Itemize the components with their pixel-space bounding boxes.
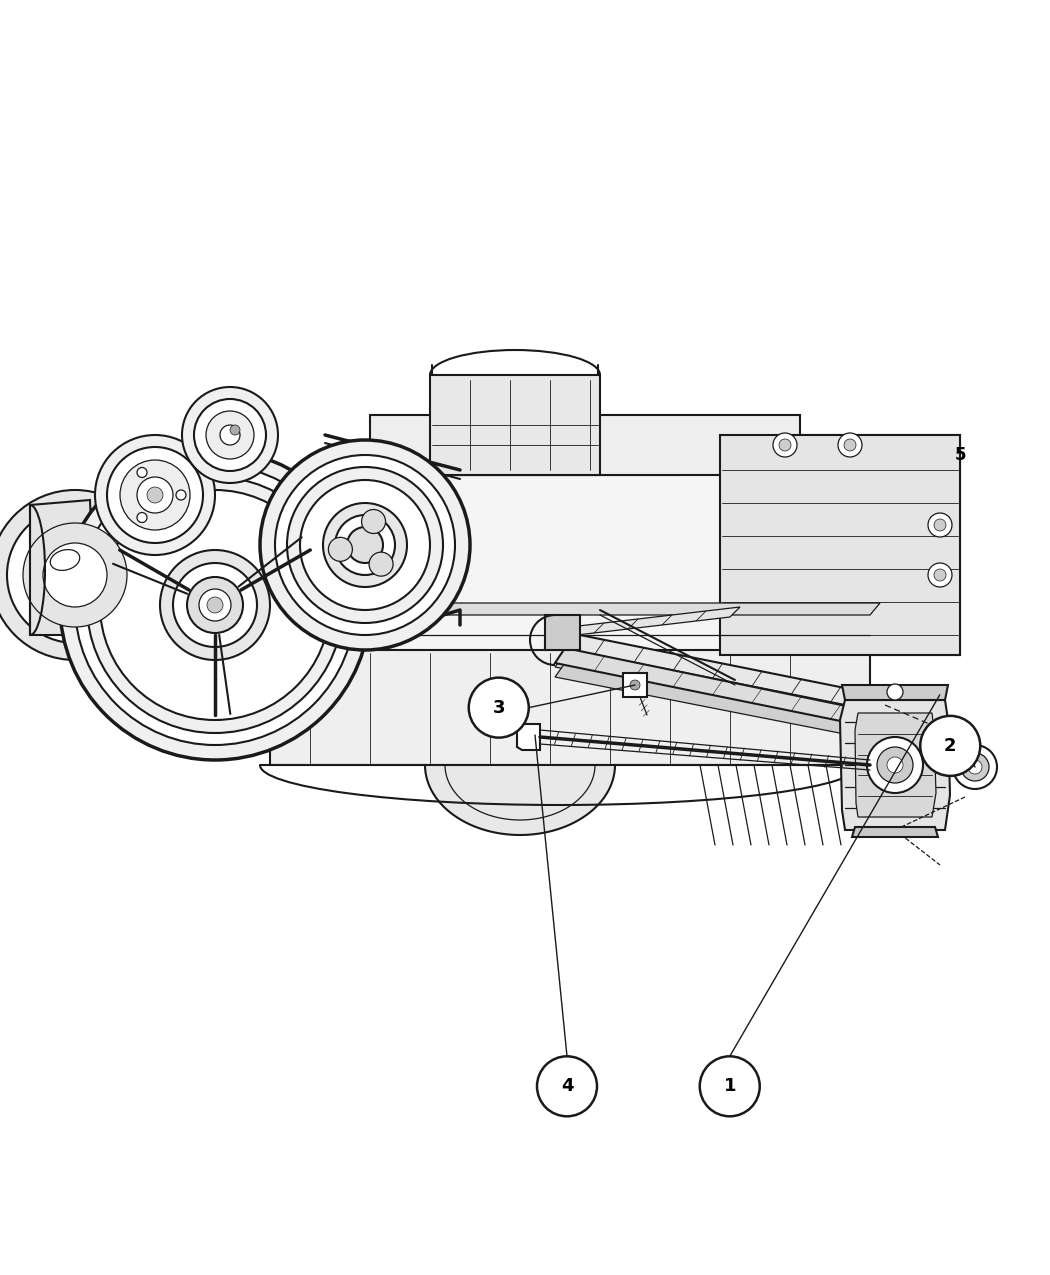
- Circle shape: [206, 411, 254, 459]
- Polygon shape: [555, 648, 880, 727]
- Text: 5: 5: [954, 446, 966, 464]
- Text: 3: 3: [492, 699, 505, 717]
- Circle shape: [60, 450, 370, 760]
- Circle shape: [160, 550, 270, 660]
- Polygon shape: [555, 632, 880, 710]
- Circle shape: [107, 448, 203, 543]
- Polygon shape: [545, 615, 580, 650]
- Circle shape: [699, 1056, 760, 1117]
- Polygon shape: [270, 603, 880, 615]
- Circle shape: [136, 468, 147, 477]
- Circle shape: [136, 513, 147, 523]
- Circle shape: [968, 760, 982, 774]
- Polygon shape: [623, 673, 647, 697]
- Polygon shape: [623, 674, 635, 685]
- Circle shape: [230, 425, 240, 435]
- Polygon shape: [430, 375, 600, 476]
- Polygon shape: [720, 435, 960, 655]
- Circle shape: [961, 754, 989, 782]
- Circle shape: [369, 552, 393, 576]
- Polygon shape: [629, 685, 640, 695]
- Circle shape: [468, 677, 529, 738]
- Circle shape: [934, 519, 946, 530]
- Circle shape: [773, 434, 797, 456]
- Polygon shape: [555, 653, 885, 731]
- Circle shape: [335, 515, 395, 575]
- Polygon shape: [270, 435, 960, 655]
- Circle shape: [200, 589, 231, 621]
- Circle shape: [275, 455, 455, 635]
- Circle shape: [779, 439, 791, 451]
- Polygon shape: [555, 663, 885, 739]
- Circle shape: [934, 569, 946, 581]
- Circle shape: [953, 745, 997, 789]
- Circle shape: [329, 537, 353, 561]
- Polygon shape: [635, 674, 647, 685]
- Circle shape: [844, 439, 856, 451]
- Circle shape: [260, 440, 470, 650]
- Circle shape: [867, 737, 923, 793]
- Polygon shape: [370, 414, 800, 476]
- Circle shape: [136, 477, 173, 513]
- Circle shape: [94, 435, 215, 555]
- Circle shape: [220, 425, 240, 445]
- Circle shape: [838, 434, 862, 456]
- Circle shape: [537, 1056, 597, 1117]
- Circle shape: [147, 487, 163, 504]
- Text: 1: 1: [723, 1077, 736, 1095]
- Circle shape: [173, 564, 257, 646]
- Circle shape: [7, 507, 143, 643]
- Text: 2: 2: [944, 737, 957, 755]
- Circle shape: [928, 513, 952, 537]
- Polygon shape: [30, 500, 94, 635]
- Circle shape: [182, 388, 278, 483]
- Polygon shape: [635, 685, 647, 695]
- Polygon shape: [270, 650, 870, 765]
- Circle shape: [87, 477, 343, 733]
- Circle shape: [207, 597, 223, 613]
- Polygon shape: [852, 827, 938, 836]
- Circle shape: [120, 460, 190, 530]
- Circle shape: [928, 564, 952, 586]
- Circle shape: [877, 747, 914, 783]
- Circle shape: [630, 680, 640, 690]
- Polygon shape: [425, 765, 615, 835]
- Text: 4: 4: [561, 1077, 573, 1095]
- Circle shape: [100, 490, 330, 720]
- Ellipse shape: [50, 550, 80, 570]
- Circle shape: [300, 479, 430, 609]
- Polygon shape: [623, 685, 635, 695]
- Circle shape: [187, 578, 243, 632]
- Circle shape: [361, 510, 385, 533]
- Circle shape: [887, 683, 903, 700]
- Circle shape: [23, 523, 127, 627]
- Circle shape: [75, 465, 355, 745]
- Polygon shape: [842, 685, 948, 700]
- Circle shape: [323, 504, 407, 586]
- Circle shape: [920, 715, 981, 776]
- Circle shape: [0, 490, 160, 660]
- Polygon shape: [560, 607, 740, 638]
- Circle shape: [176, 490, 186, 500]
- Circle shape: [887, 757, 903, 773]
- Circle shape: [194, 399, 266, 470]
- Polygon shape: [629, 674, 640, 685]
- Polygon shape: [855, 713, 936, 817]
- Circle shape: [346, 527, 383, 564]
- Polygon shape: [517, 724, 540, 750]
- Circle shape: [43, 543, 107, 607]
- Circle shape: [287, 467, 443, 623]
- Polygon shape: [840, 700, 950, 830]
